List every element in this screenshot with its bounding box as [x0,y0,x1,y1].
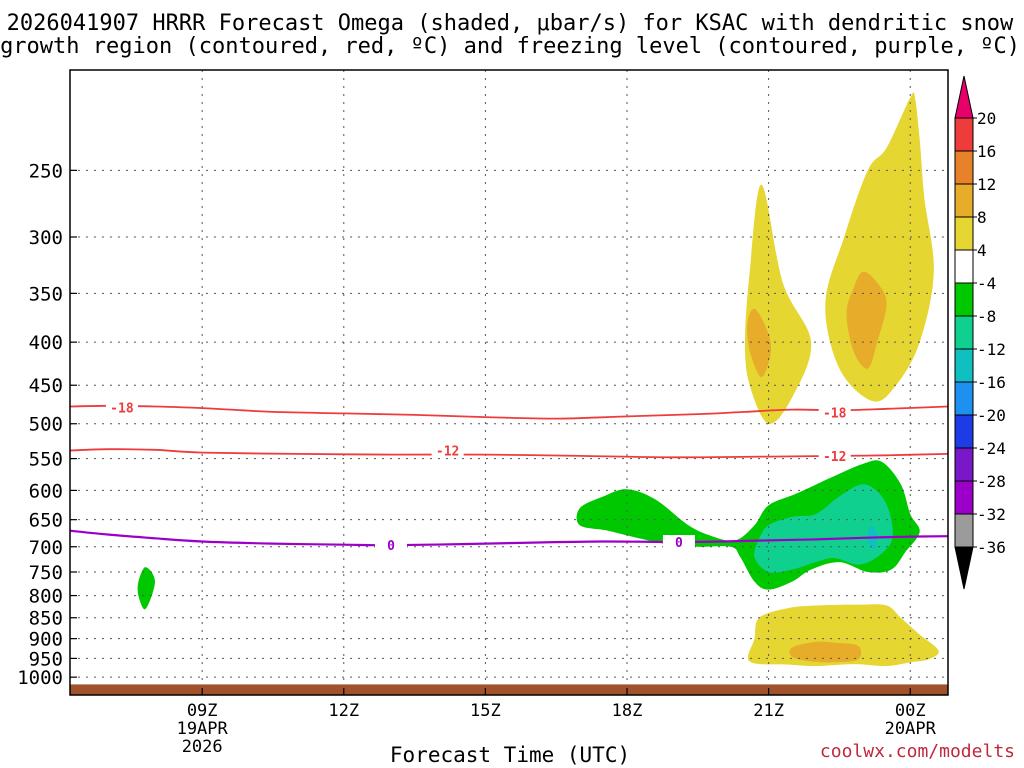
x-tick-label-00Z-0: 00Z [895,701,926,721]
colorbar-segment-10 [954,447,974,482]
colorbar-label-4: 4 [977,241,987,260]
colorbar-label-9: -20 [977,406,1006,425]
chart-title-line2: growth region (contoured, red, ºC) and f… [0,34,1020,59]
chart-title-line1: 2026041907 HRRR Forecast Omega (shaded, … [7,11,1014,36]
colorbar-label-6: -8 [977,307,996,326]
omega-region-1 [747,308,772,377]
grid-lines [70,70,948,695]
contour-0-label-0: -18 [110,401,134,416]
pressure-axis: 2503003504004505005506006507007508008509… [17,160,77,689]
y-tick-label-900: 900 [29,629,63,651]
x-tick-label-18Z-0: 18Z [612,701,643,721]
omega-region-9 [789,641,862,663]
contour-2-label-1: 0 [675,536,683,551]
y-tick-label-750: 750 [29,562,63,584]
omega-region-6 [754,484,893,573]
colorbar-segment-11 [954,480,974,515]
y-tick-label-550: 550 [29,449,63,471]
x-tick-label-09Z-0: 09Z [187,701,218,721]
contour-lines: -18 -18 -12 -12 0 0 [69,400,949,554]
colorbar-segment-8 [954,381,974,416]
contour-1-label-0: -12 [436,445,459,460]
colorbar-segment-2 [954,183,974,218]
plot-area [70,70,948,695]
y-tick-label-400: 400 [29,332,63,354]
contour-1-label-1: -12 [823,450,846,465]
colorbar-label-12: -32 [977,505,1006,524]
colorbar-segment-12 [954,513,974,548]
colorbar-label-0: 20 [977,109,996,128]
contour-2-label-0: 0 [387,539,395,554]
contour-2-label-bg-1 [662,535,695,550]
colorbar-segment-1 [954,150,974,185]
colorbar-segment-0 [954,117,974,152]
y-tick-label-700: 700 [29,537,63,559]
y-tick-label-250: 250 [29,160,63,182]
omega-region-3 [846,271,887,369]
plot-frame [69,69,949,696]
x-tick-label-09Z-1: 19APR [177,719,229,739]
colorbar-segment-4 [954,249,974,284]
y-tick-label-300: 300 [29,227,63,249]
colorbar-label-3: 8 [977,208,987,227]
colorbar-segment-9 [954,414,974,449]
contour-0-line [69,404,949,420]
y-tick-label-850: 850 [29,608,63,630]
y-tick-label-950: 950 [29,648,63,670]
contour-0-label-bg-0 [105,400,138,415]
colorbar-label-1: 16 [977,142,996,161]
y-tick-label-1000: 1000 [17,667,63,689]
y-tick-label-600: 600 [29,480,63,502]
colorbar-bottom-arrow [954,546,974,590]
x-tick-label-12Z-0: 12Z [328,701,359,721]
ground-surface [70,684,948,695]
x-tick-label-09Z-2: 2026 [182,737,223,757]
omega-region-4 [137,567,155,610]
y-tick-label-450: 450 [29,375,63,397]
colorbar-label-2: 12 [977,175,996,194]
contour-1-label-bg-1 [818,448,851,463]
colorbar-segment-6 [954,315,974,350]
contour-1-label-bg-0 [431,443,464,458]
y-tick-label-800: 800 [29,586,63,608]
omega-colorbar: 20 16 12 8 4 -4 -8 -12 -16 -20 -24 -28 -32 -36 [954,75,1006,590]
y-tick-label-500: 500 [29,414,63,436]
colorbar-label-5: -4 [977,274,996,293]
contour-0-label-1: -18 [823,407,847,422]
x-tick-label-21Z-0: 21Z [753,701,784,721]
y-tick-label-650: 650 [29,510,63,532]
colorbar-label-7: -12 [977,340,1006,359]
colorbar-top-arrow [954,75,974,119]
contour-2-line [69,529,949,547]
colorbar-segment-5 [954,282,974,317]
colorbar-label-10: -24 [977,439,1006,458]
x-tick-label-00Z-1: 20APR [885,719,937,739]
x-axis-label: Forecast Time (UTC) [390,743,630,767]
credit-text: coolwx.com/modelts [820,741,1015,762]
colorbar-label-13: -36 [977,538,1006,557]
contour-2-label-bg-0 [374,538,407,553]
x-tick-label-15Z-0: 15Z [470,701,501,721]
colorbar-segment-7 [954,348,974,383]
colorbar-label-11: -28 [977,472,1006,491]
y-tick-label-350: 350 [29,283,63,305]
colorbar-label-8: -16 [977,373,1006,392]
colorbar-segment-3 [954,216,974,251]
contour-0-label-bg-1 [818,405,851,420]
